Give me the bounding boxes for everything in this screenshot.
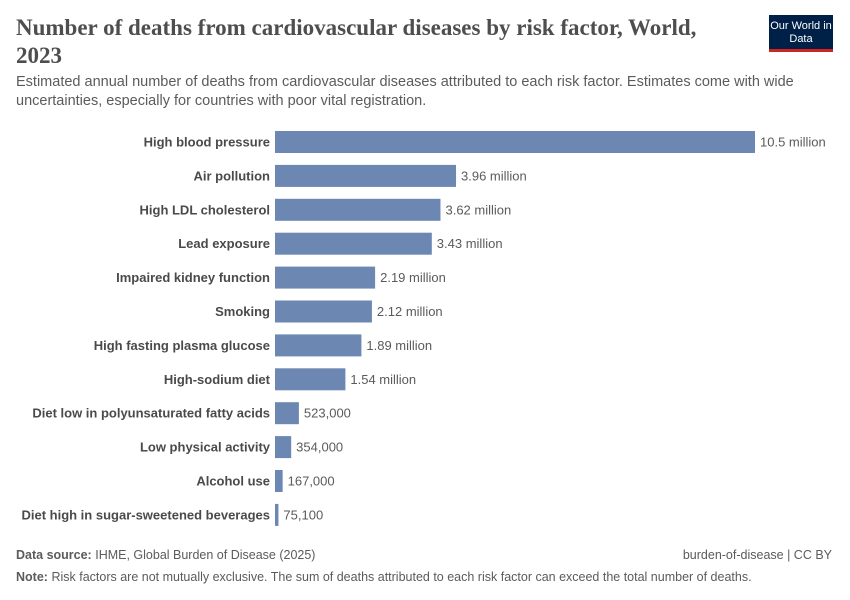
category-label: High LDL cholesterol	[140, 202, 271, 217]
bar[interactable]	[275, 402, 299, 425]
bar[interactable]	[275, 266, 376, 289]
bar[interactable]	[275, 436, 292, 459]
category-label: High blood pressure	[144, 135, 270, 150]
value-label: 75,100	[283, 507, 323, 522]
license[interactable]: burden-of-disease | CC BY	[682, 548, 832, 562]
bar[interactable]	[275, 198, 441, 221]
chart-title: Number of deaths from cardiovascular dis…	[16, 15, 697, 68]
source-link[interactable]: IHME, Global Burden of Disease (2025)	[95, 548, 316, 562]
value-label: 1.54 million	[350, 372, 416, 387]
data-source: Data source: IHME, Global Burden of Dise…	[16, 548, 315, 562]
note: Note: Risk factors are not mutually excl…	[16, 570, 752, 584]
owid-logo[interactable]: Our World in Data	[769, 15, 833, 52]
category-label: Low physical activity	[140, 440, 271, 455]
value-label: 3.96 million	[461, 168, 527, 183]
category-label: Impaired kidney function	[116, 270, 270, 285]
source-label: Data source:	[16, 548, 92, 562]
category-label: High-sodium diet	[164, 372, 271, 387]
logo-text: Our World in Data	[770, 20, 832, 45]
category-label: Diet high in sugar-sweetened beverages	[21, 507, 270, 522]
value-label: 1.89 million	[366, 338, 432, 353]
bar[interactable]	[275, 164, 457, 187]
value-label: 3.62 million	[445, 202, 511, 217]
bar[interactable]	[275, 470, 283, 492]
category-label: High fasting plasma glucose	[94, 338, 270, 353]
category-label: Alcohol use	[196, 474, 270, 489]
category-label: Lead exposure	[178, 236, 270, 251]
value-label: 167,000	[288, 474, 335, 489]
bar-chart: High blood pressure 10.5 million Air pollu…	[21, 131, 826, 526]
bar[interactable]	[275, 334, 362, 357]
bar[interactable]	[275, 300, 372, 323]
category-label: Diet low in polyunsaturated fatty acids	[32, 406, 270, 421]
value-label: 2.12 million	[377, 304, 443, 319]
category-label: Smoking	[215, 304, 270, 319]
bar[interactable]	[275, 503, 279, 526]
note-text: Risk factors are not mutually exclusive.…	[51, 570, 752, 584]
chart-subtitle: Estimated annual number of deaths from c…	[16, 74, 794, 109]
value-label: 10.5 million	[760, 135, 826, 150]
value-label: 3.43 million	[437, 236, 503, 251]
value-label: 2.19 million	[380, 270, 446, 285]
note-label: Note:	[16, 570, 48, 584]
bar[interactable]	[275, 131, 755, 153]
bar[interactable]	[275, 368, 346, 391]
bar[interactable]	[275, 232, 432, 255]
category-label: Air pollution	[193, 168, 270, 183]
value-label: 523,000	[304, 406, 351, 421]
value-label: 354,000	[296, 440, 343, 455]
